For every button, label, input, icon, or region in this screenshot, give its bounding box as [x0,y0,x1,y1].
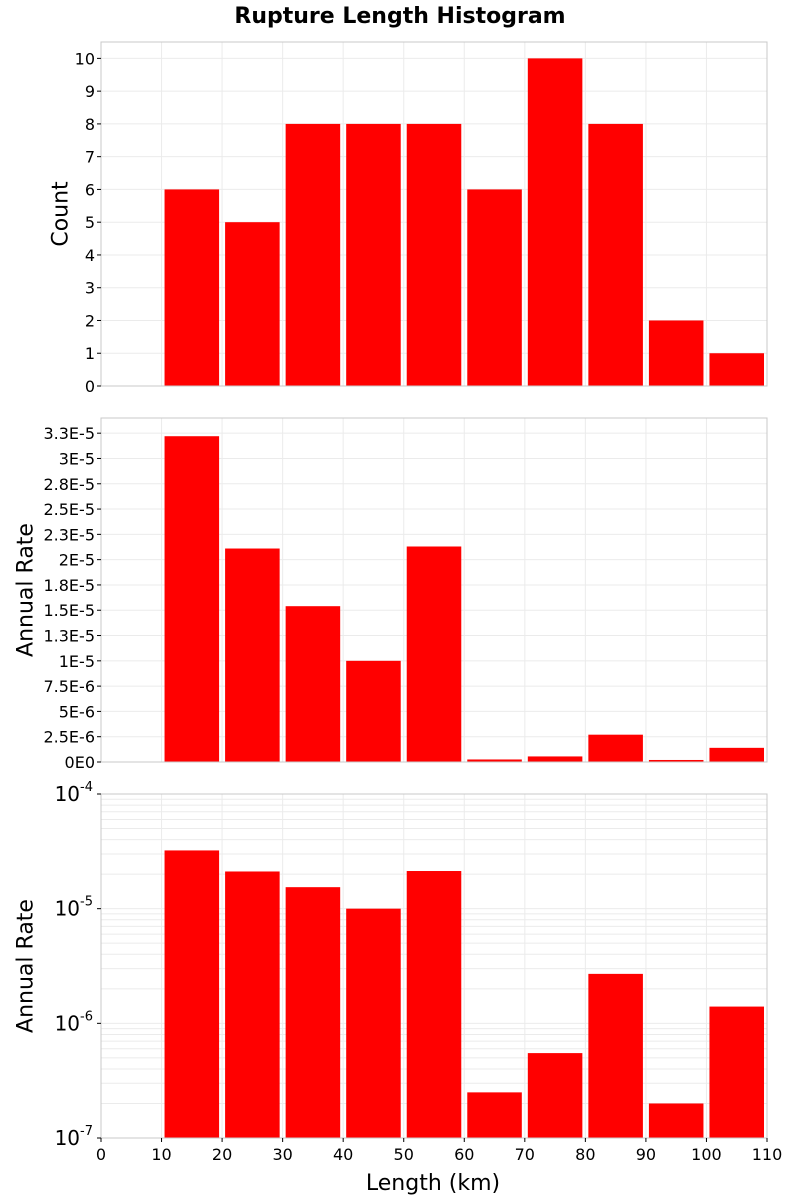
x-axis-label: Length (km) [366,1171,500,1196]
x-tick-label: 0 [96,1145,106,1164]
panel-2-y-tick-label: 2.5E-5 [43,500,95,519]
panel-3-bar-100-110 [709,1006,764,1138]
panel-2-y-tick-label: 2.3E-5 [43,525,95,544]
panel-2-bar-20-30 [225,548,280,762]
x-tick-label: 100 [691,1145,722,1164]
panel-1-y-tick-label: 6 [85,180,95,199]
panel-2-bar-40-50 [346,660,401,762]
panel-2-y-tick-label: 2.5E-6 [43,728,95,747]
panel-1-y-tick-label: 4 [85,246,95,265]
panel-3-bar-80-90 [588,973,643,1138]
panel-2-y-tick-label: 0E0 [65,753,95,772]
panel-2-y-tick-label: 5E-6 [59,702,95,721]
panel-3-bar-60-70 [467,1092,522,1138]
panel-1-y-tick-label: 3 [85,279,95,298]
panel-2-y-tick-label: 1.5E-5 [43,601,95,620]
panel-1-bar-50-60 [406,123,462,387]
x-tick-label: 110 [752,1145,783,1164]
panel-1-y-axis-label: Count [49,181,74,247]
panel-3-bar-30-40 [285,887,341,1138]
x-tick-label: 30 [272,1145,292,1164]
panel-2-bar-30-40 [285,606,341,762]
panel-2-bar-100-110 [709,747,764,762]
x-tick-label: 20 [212,1145,232,1164]
panel-2-y-tick-label: 1.3E-5 [43,627,95,646]
panel-2-y-tick-label: 1.8E-5 [43,576,95,595]
panel-2-bar-10-20 [164,436,220,762]
panel-1-y-tick-label: 10 [75,49,95,68]
panel-1-bar-20-30 [225,222,280,386]
panel-3-bar-20-30 [225,871,280,1138]
panel-1-y-tick-label: 2 [85,311,95,330]
panel-1-bar-40-50 [346,123,401,387]
panel-2-y-tick-label: 3.3E-5 [43,424,95,443]
panel-1-bar-100-110 [709,353,764,386]
panel-2-y-tick-label: 7.5E-6 [43,677,95,696]
panel-2-y-axis-label: Annual Rate [14,523,39,657]
panel-1-y-tick-label: 9 [85,82,95,101]
panel-3-bar-50-60 [406,871,462,1138]
panel-2-y-tick-label: 2.8E-5 [43,475,95,494]
panel-1-bar-80-90 [588,123,643,387]
panel-2-y-tick-label: 1E-5 [59,652,95,671]
x-tick-label: 50 [394,1145,414,1164]
panel-3-bar-10-20 [164,850,220,1138]
x-tick-label: 90 [636,1145,656,1164]
panel-3-y-tick-label: 10-5 [55,895,93,921]
panel-2-bar-50-60 [406,546,462,762]
panel-2-bar-90-100 [648,759,704,762]
panel-1-bar-90-100 [648,320,704,386]
x-tick-label: 40 [333,1145,353,1164]
panel-1-frame [100,41,768,387]
panel-2-bar-70-80 [527,756,583,762]
panel-1-bar-10-20 [164,189,220,386]
panel-2-y-tick-label: 3E-5 [59,449,95,468]
panel-3-y-axis-label: Annual Rate [14,899,39,1033]
panel-3-bar-90-100 [648,1103,704,1138]
panel-1-bar-70-80 [527,58,583,386]
panel-3-frame [100,793,768,1139]
panel-1-y-tick-label: 0 [85,377,95,396]
panel-3-y-tick-label: 10-7 [55,1124,93,1150]
x-tick-label: 10 [151,1145,171,1164]
panel-3-y-tick-label: 10-6 [55,1009,93,1035]
x-tick-label: 70 [515,1145,535,1164]
x-tick-label: 80 [575,1145,595,1164]
panel-2-bar-60-70 [467,759,522,762]
panel-1-y-tick-label: 5 [85,213,95,232]
panel-2-bar-80-90 [588,734,643,762]
panel-1-bar-30-40 [285,123,341,387]
panel-3-bar-70-80 [527,1053,583,1138]
panel-1-bar-60-70 [467,189,522,386]
x-tick-label: 60 [454,1145,474,1164]
chart-title: Rupture Length Histogram [234,4,565,29]
panel-1-y-tick-label: 1 [85,344,95,363]
panel-1-y-tick-label: 7 [85,148,95,167]
panel-1-y-tick-label: 8 [85,115,95,134]
panel-2-y-tick-label: 2E-5 [59,551,95,570]
panel-3-y-tick-label: 10-4 [55,780,93,806]
panel-2-frame [100,417,768,763]
panel-3-bar-40-50 [346,908,401,1138]
